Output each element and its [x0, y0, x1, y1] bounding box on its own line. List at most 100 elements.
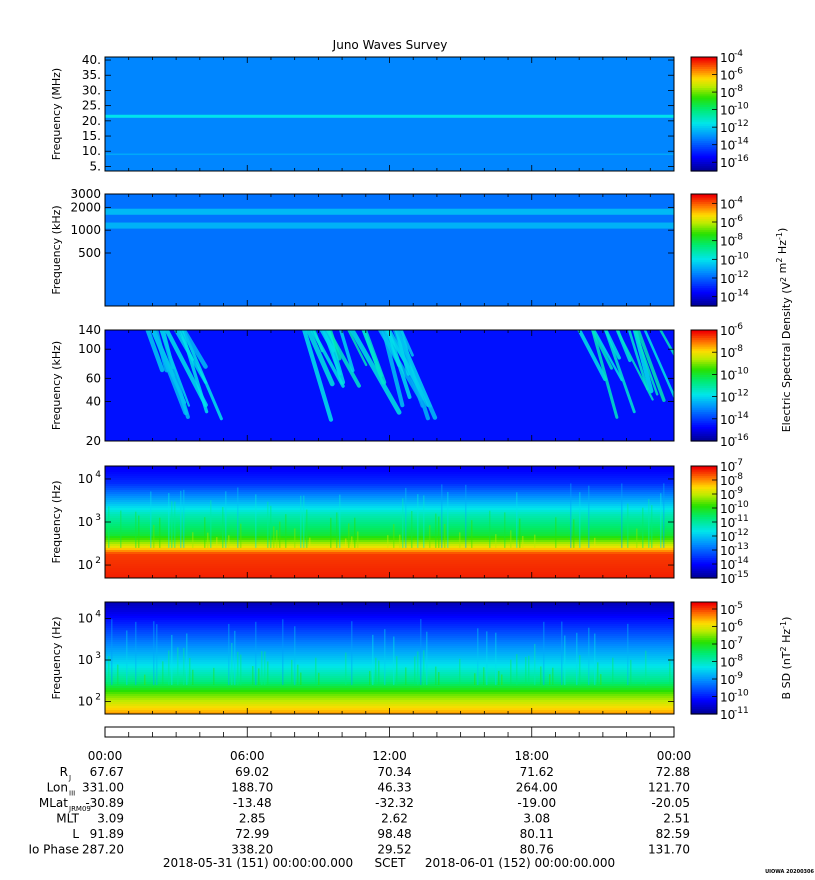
ephemeris-value: 82.59	[656, 827, 690, 841]
ephemeris-label: L	[72, 827, 79, 841]
colorbar-tick-exponent: -10	[734, 689, 749, 699]
colorbar-tick-label: 10	[720, 413, 735, 427]
colorbar-tick-exponent: -6	[734, 67, 743, 77]
spectrogram-image	[105, 57, 674, 171]
colorbar-tick-label: 10	[720, 156, 735, 170]
radio-burst-stripe	[179, 330, 209, 414]
colorbar-tick-label: 10	[720, 104, 735, 118]
colorbar-label: B SD (nT2 Hz-1)	[779, 617, 793, 700]
y-tick-label: 10	[78, 515, 93, 529]
colorbar-tick-label: 10	[720, 435, 735, 449]
colorbar-tick-exponent: -14	[734, 411, 749, 421]
ephemeris-value: 91.89	[90, 827, 124, 841]
y-tick-label: 100	[78, 342, 101, 356]
radio-burst-stripe	[636, 330, 666, 403]
colorbar-tick-exponent: -10	[734, 366, 749, 376]
ephemeris-value: 98.48	[377, 827, 411, 841]
ephemeris-value: 70.34	[377, 765, 411, 779]
radio-burst-stripe	[591, 330, 619, 419]
radio-burst-stripe	[627, 330, 649, 391]
ephemeris-value: 2.51	[663, 812, 690, 826]
spectrogram-image	[105, 466, 674, 578]
radio-burst-stripe	[386, 330, 412, 399]
y-tick-label: 5.	[90, 159, 101, 173]
spectrogram-image	[105, 194, 674, 306]
colorbar-frame	[690, 601, 718, 715]
colorbar-tick-label: 10	[720, 708, 735, 722]
time-tick-label: 18:00	[514, 749, 549, 763]
ephemeris-row: MLat JRM09-30.89 -13.48 -32.32 -19.00 -20.05	[39, 796, 690, 813]
y-tick-label: 25.	[82, 99, 101, 113]
y-tick-label: 3000	[70, 187, 101, 201]
ephemeris-label: Io Phase	[28, 843, 79, 857]
colorbar-tick-exponent: -12	[734, 119, 749, 129]
footer-end: 2018-06-01 (152) 00:00:00.000	[425, 856, 615, 870]
ephemeris-value: 46.33	[377, 781, 411, 795]
colorbar-tick-label: 10	[720, 572, 735, 586]
y-tick-label: 20.	[82, 114, 101, 128]
colorbar-tick-exponent: -8	[734, 472, 743, 482]
colorbar-tick-exponent: -13	[734, 542, 749, 552]
ephemeris-value: 67.67	[90, 765, 124, 779]
colorbar-tick-exponent: -12	[734, 528, 749, 538]
colorbar-tick-exponent: -14	[734, 289, 749, 299]
colorbar-tick-label: 10	[720, 544, 735, 558]
radio-burst-stripe	[659, 330, 674, 357]
ephemeris-row: R J 67.67 69.02 70.34 71.62 72.88	[60, 765, 690, 782]
colorbar-tick-label: 10	[720, 253, 735, 267]
ephemeris-label-subscript: III	[69, 790, 75, 798]
colorbar-tick-exponent: -14	[734, 556, 749, 566]
colorbar-frame	[690, 56, 718, 172]
y-tick-label: 140	[78, 323, 101, 337]
colorbar-tick-exponent: -4	[734, 49, 743, 59]
ephemeris-value: 3.08	[523, 812, 550, 826]
ephemeris-value: -30.89	[85, 796, 124, 810]
colorbar-frame	[690, 193, 718, 307]
emission-band	[105, 114, 674, 118]
emission-band	[105, 153, 674, 156]
time-tick-label: 00:00	[88, 749, 123, 763]
colorbar-tick-exponent: -7	[734, 458, 743, 468]
y-axis-label: Frequency (kHz)	[50, 205, 63, 294]
colorbar-tick-exponent: -10	[734, 102, 749, 112]
watermark: UIOWA 20200306	[765, 869, 814, 875]
ephemeris-value: 188.70	[231, 781, 273, 795]
ephemeris-row: L 91.89 72.99 98.48 80.11 82.59	[72, 827, 690, 841]
footer-start: 2018-05-31 (151) 00:00:00.000	[163, 856, 353, 870]
radio-burst-stripe	[181, 330, 223, 421]
y-axis-label: Frequency (Hz)	[50, 481, 63, 564]
colorbar-tick-label: 10	[720, 530, 735, 544]
y-tick-label: 10	[78, 612, 93, 626]
colorbar-tick-exponent: -10	[734, 500, 749, 510]
colorbar-tick-label: 10	[720, 69, 735, 83]
ephemeris-value: 80.76	[520, 843, 554, 857]
radio-burst-stripe	[399, 330, 414, 357]
ephemeris-value: 2.85	[239, 812, 266, 826]
spectrogram-background	[105, 57, 674, 171]
colorbar-tick-exponent: -11	[734, 514, 749, 524]
colorbar-tick-exponent: -15	[734, 570, 749, 580]
ephemeris-value: 72.88	[656, 765, 690, 779]
radio-burst-stripe	[633, 330, 659, 396]
ephemeris-label-subscript: J	[68, 774, 71, 782]
radio-burst-stripe	[339, 330, 355, 373]
colorbar-tick-exponent: -8	[734, 654, 743, 664]
colorbar-tick-label: 10	[720, 621, 735, 635]
ephemeris-value: -19.00	[517, 796, 556, 810]
colorbar-tick-label: 10	[720, 488, 735, 502]
y-axis-label: Frequency (Hz)	[50, 617, 63, 700]
time-tick-label: 00:00	[657, 749, 692, 763]
radio-burst-stripe	[145, 330, 165, 373]
colorbar-tick-label: 10	[720, 86, 735, 100]
ephemeris-value: 3.09	[97, 812, 124, 826]
radio-burst-stripe	[386, 330, 431, 407]
ephemeris-label-subscript: JRM09	[68, 805, 91, 813]
colorbar: 10-710-810-910-1010-1110-1210-1310-1410-…	[690, 458, 749, 586]
ephemeris-row: MLT 3.09 2.85 2.62 3.08 2.51	[56, 812, 690, 826]
ephemeris-value: -13.48	[233, 796, 272, 810]
colorbar-tick-exponent: -6	[734, 322, 743, 332]
